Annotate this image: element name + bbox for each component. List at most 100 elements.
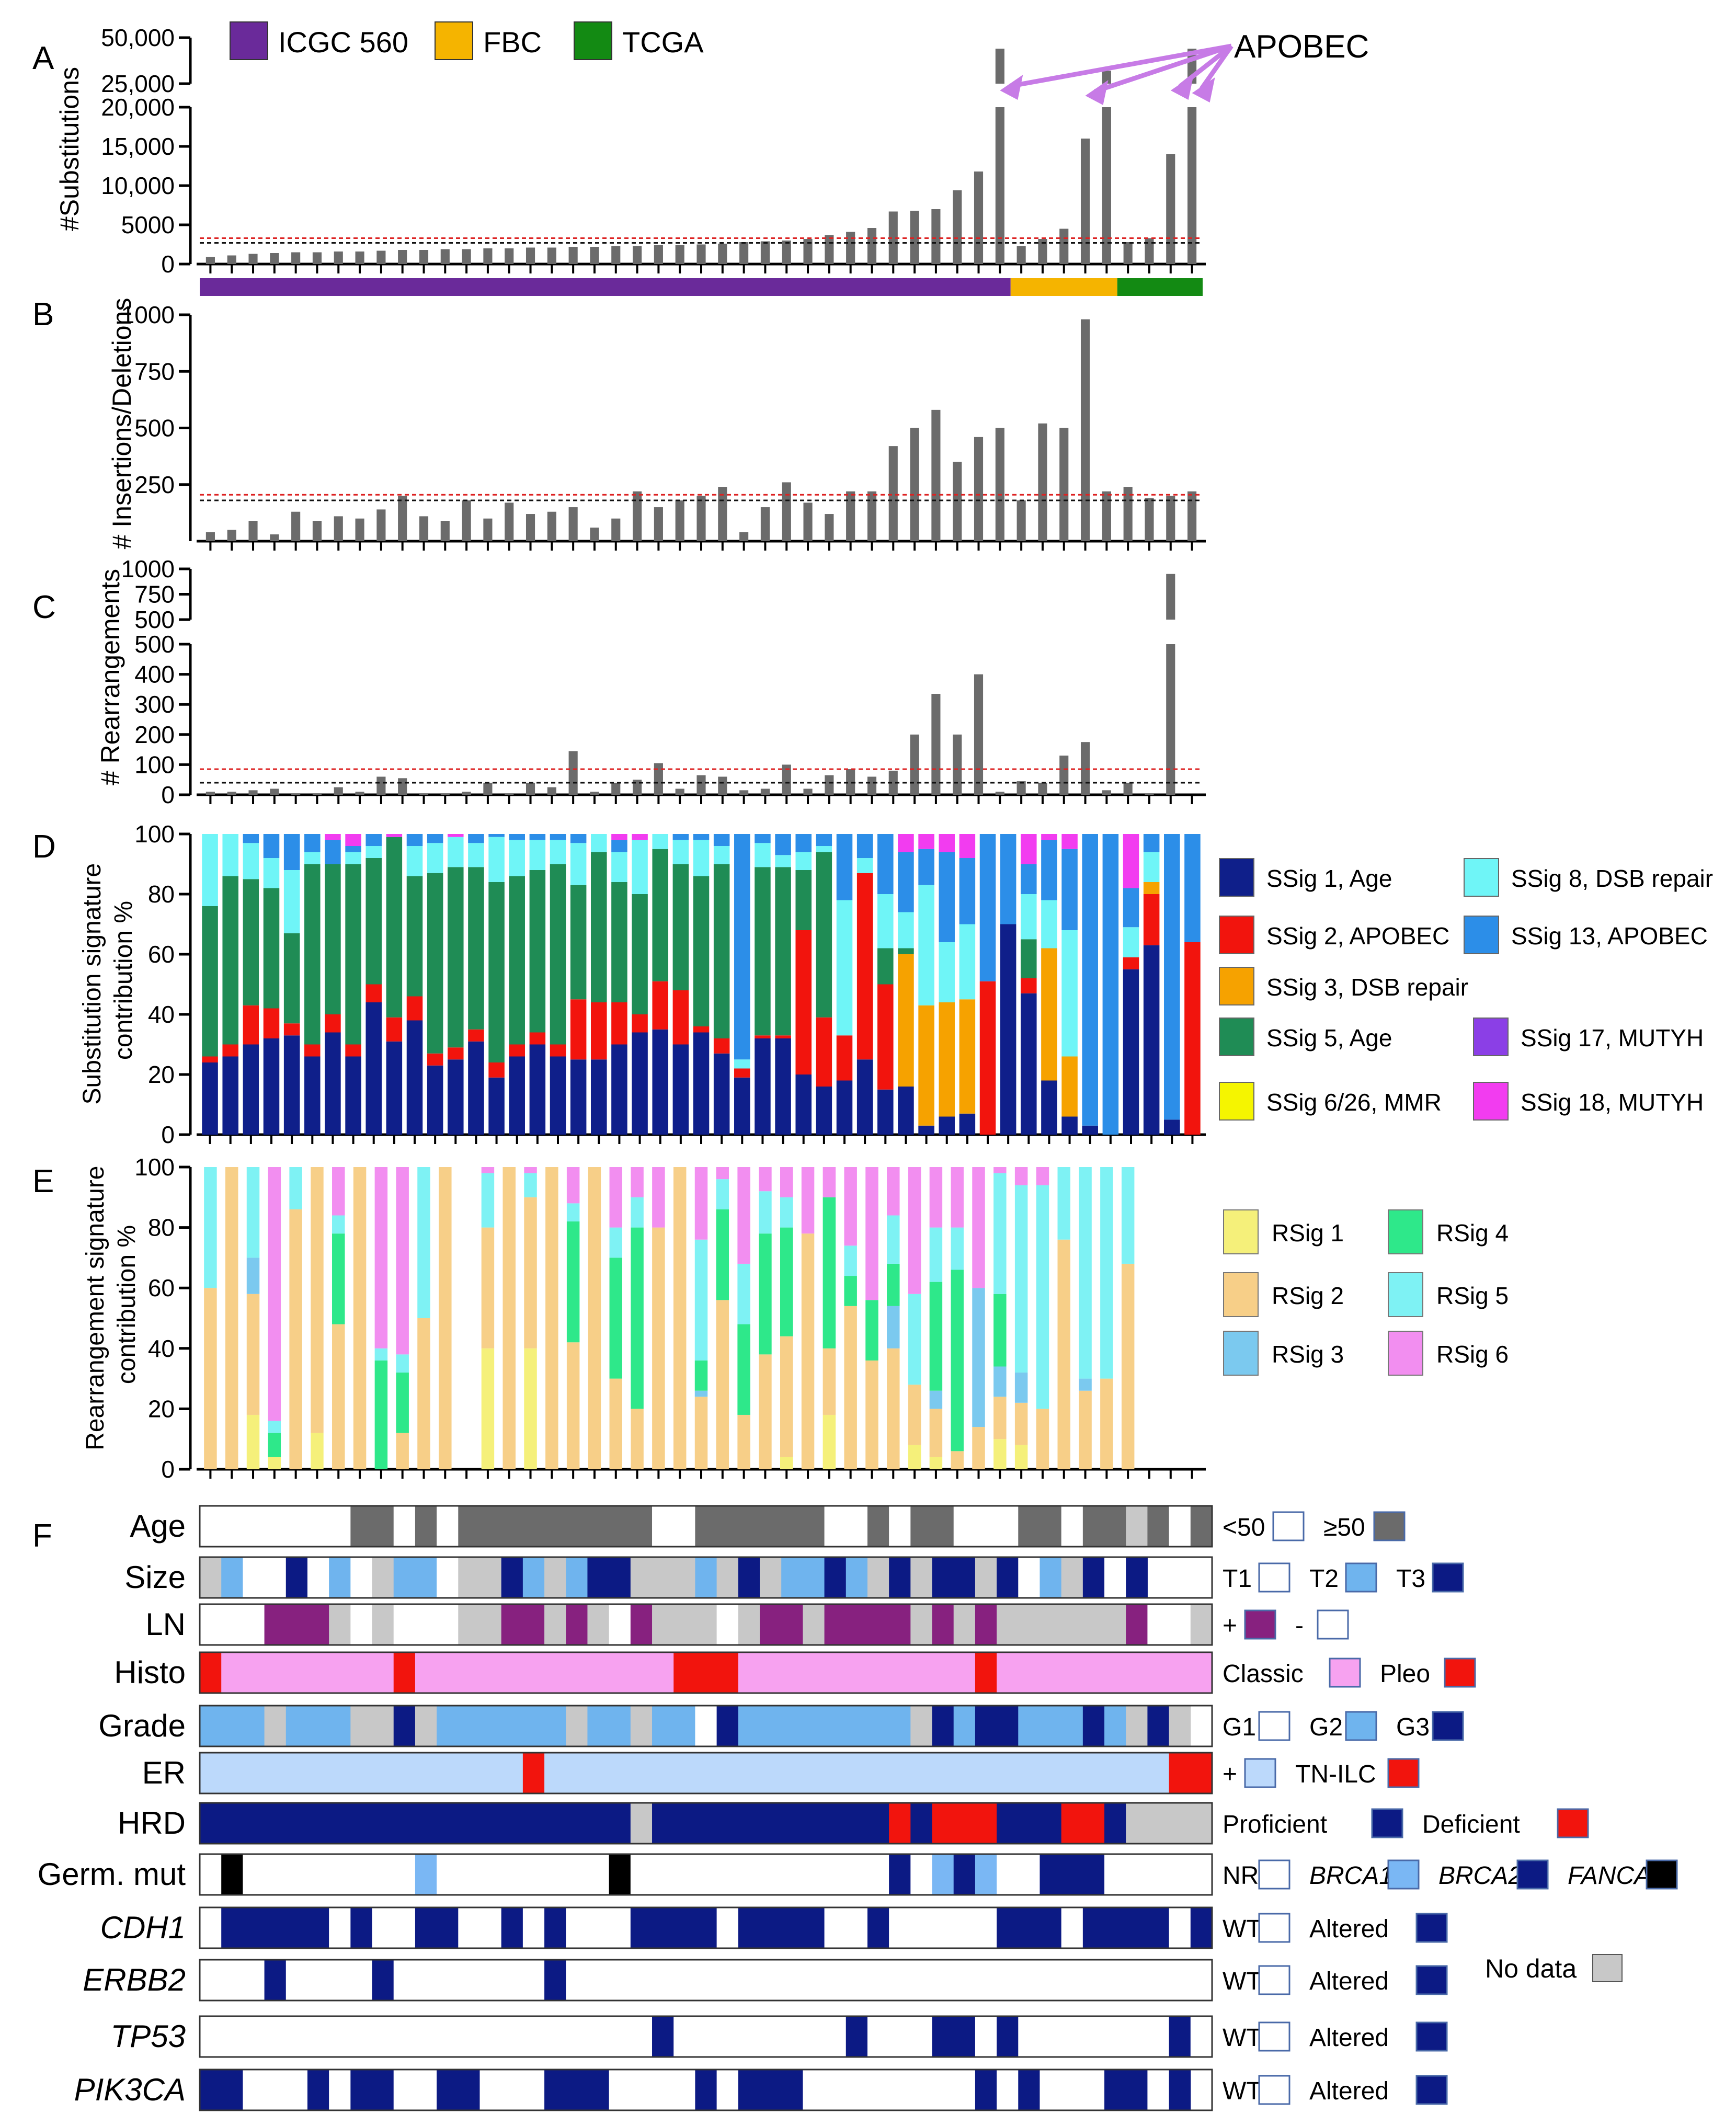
legend-swatch-ssig3 <box>1219 967 1254 1005</box>
ssig-segment-ssig8 <box>693 840 710 876</box>
ssig-segment-ssig18 <box>898 834 914 852</box>
substitution-bar <box>675 245 684 264</box>
track-cell-age_young <box>437 1506 459 1547</box>
track-cell-nodata <box>372 1604 394 1645</box>
indel-bar <box>633 491 642 541</box>
rsig-segment-rsig3 <box>972 1288 985 1427</box>
track-cell-wt <box>1169 1907 1191 1948</box>
track-frame <box>199 1906 1213 1949</box>
track-cell-g3 <box>716 1706 739 1746</box>
track-cell-nodata <box>544 1557 566 1598</box>
track-cell-wt <box>566 1907 631 1948</box>
legend-swatch-rsig3 <box>1223 1331 1259 1376</box>
substitution-bar <box>1187 107 1197 264</box>
ssig-segment-ssig5 <box>386 837 403 1018</box>
rsig-segment-rsig2 <box>716 1300 729 1469</box>
legend-label-ssig8: SSig 8, DSB repair <box>1511 865 1713 892</box>
panel-c-lower-tick-label: 0 <box>161 781 175 808</box>
ssig-segment-ssig13 <box>734 834 750 1060</box>
rsig-segment-rsig2 <box>417 1318 430 1469</box>
ssig-segment-ssig13 <box>1164 834 1180 1120</box>
substitution-bar <box>782 241 791 264</box>
ssig-segment-ssig18 <box>1021 834 1037 864</box>
ssig-segment-ssig8 <box>427 843 443 873</box>
substitution-bar <box>1166 154 1175 264</box>
substitution-bar <box>291 252 301 264</box>
track-cell-t3 <box>501 1557 523 1598</box>
ssig-segment-ssig1 <box>672 1044 689 1135</box>
ssig-segment-ssig3 <box>939 1002 955 1117</box>
panel-a-upper-tick-label: 50,000 <box>101 24 175 51</box>
track-cell-age_old <box>1082 1506 1126 1547</box>
track-cell-nodata <box>738 1604 760 1645</box>
rsig-segment-rsig2 <box>1121 1263 1135 1469</box>
ssig-segment-ssig13 <box>795 834 812 852</box>
track-cell-wt <box>609 2070 695 2110</box>
rearrangement-bar <box>974 674 984 795</box>
indel-bar <box>248 521 258 541</box>
panel-e-ylabel-line1: Rearrangement signature <box>82 1166 109 1450</box>
rsig-segment-rsig6 <box>481 1167 495 1173</box>
rsig-segment-rsig5 <box>609 1227 623 1258</box>
rsig-segment-rsig2 <box>246 1294 260 1415</box>
ssig-segment-ssig8 <box>468 843 484 867</box>
ssig-segment-ssig2 <box>529 1032 546 1045</box>
rsig-segment-rsig2 <box>673 1167 687 1469</box>
track-cell-g3 <box>932 1706 954 1746</box>
indel-bar <box>205 532 215 541</box>
track-frame <box>199 2015 1213 2058</box>
indel-bar <box>1166 496 1175 541</box>
substitution-bar <box>696 244 706 264</box>
ssig-segment-ssig13 <box>406 834 423 846</box>
track-cell-altered <box>415 1907 459 1948</box>
track-cell-altered <box>652 2016 674 2057</box>
track-legend-label: G2 <box>1309 1713 1343 1741</box>
rsig-segment-rsig2 <box>737 1414 750 1469</box>
track-cell-nodata <box>1061 1557 1083 1598</box>
rearrangement-bar <box>440 793 450 795</box>
rearrangement-bar <box>825 775 834 795</box>
track-cell-t3 <box>1082 1557 1105 1598</box>
panel-e-tick-label: 100 <box>134 1153 175 1181</box>
ssig-segment-ssig8 <box>632 840 648 894</box>
substitution-bar <box>867 228 877 264</box>
track-legend-label: - <box>1295 1612 1304 1640</box>
ssig-segment-ssig8 <box>795 852 812 870</box>
track-cell-wt <box>824 1907 868 1948</box>
rearrangement-bar <box>419 793 429 795</box>
substitution-bar <box>334 252 343 264</box>
ssig-segment-ssig13 <box>488 834 505 837</box>
rsig-segment-rsig2 <box>481 1227 495 1348</box>
ssig-segment-ssig18 <box>325 834 341 840</box>
apobec-arrowhead <box>1170 75 1194 100</box>
track-legend-swatch-fanca <box>1646 1859 1678 1890</box>
substitution-bar <box>910 211 919 264</box>
legend-label-ssig6: SSig 6/26, MMR <box>1266 1089 1442 1116</box>
substitution-bar <box>440 249 450 264</box>
panel-e-tick-label: 80 <box>148 1214 175 1241</box>
ssig-segment-ssig5 <box>713 864 730 1038</box>
rsig-segment-rsig5 <box>1079 1167 1092 1379</box>
ssig-segment-ssig1 <box>713 1053 730 1135</box>
rsig-segment-rsig6 <box>993 1167 1007 1173</box>
track-cell-wt <box>1061 1907 1083 1948</box>
ssig-segment-ssig13 <box>509 834 525 840</box>
indel-bar <box>995 428 1004 541</box>
rsig-segment-rsig2 <box>823 1348 836 1415</box>
substitution-bar <box>1059 228 1069 264</box>
ssig-segment-ssig5 <box>898 948 914 954</box>
track-cell-t1 <box>437 1557 459 1598</box>
rsig-segment-rsig5 <box>524 1173 537 1197</box>
ssig-segment-ssig18 <box>448 834 464 837</box>
track-cell-t2 <box>393 1557 437 1598</box>
ssig-segment-ssig1 <box>509 1056 525 1135</box>
legend-label-rsig5: RSig 5 <box>1436 1282 1509 1309</box>
rsig-segment-rsig1 <box>268 1457 281 1469</box>
rsig-segment-rsig1 <box>929 1457 943 1469</box>
panel-letter-d: D <box>32 829 56 865</box>
track-cell-ln_neg <box>1147 1604 1191 1645</box>
substitution-bar <box>1080 139 1090 264</box>
rearrangement-bar <box>1059 756 1069 795</box>
rsig-segment-rsig5 <box>951 1227 964 1270</box>
rsig-segment-rsig5 <box>737 1263 750 1324</box>
